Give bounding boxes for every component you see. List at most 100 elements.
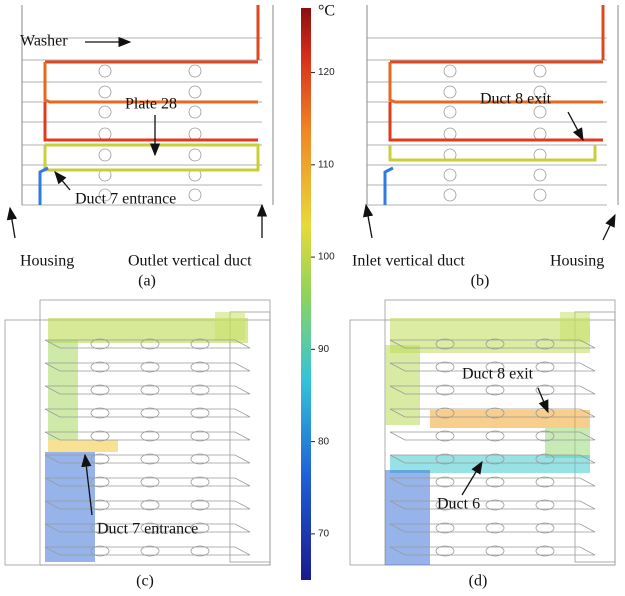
colorbar-tick-label: 70 [318, 529, 330, 540]
flow-volume [430, 410, 590, 428]
hole [535, 545, 555, 557]
flow-volume [215, 312, 245, 340]
hole [188, 85, 202, 99]
hole [535, 522, 555, 534]
plate [44, 339, 251, 349]
hole [443, 127, 457, 141]
hole [190, 476, 210, 488]
hole [188, 105, 202, 119]
hole [485, 430, 505, 442]
hole [533, 85, 547, 99]
hole [188, 148, 202, 162]
hole [98, 64, 112, 78]
flow-volume [390, 455, 590, 473]
hole [190, 453, 210, 465]
hole [485, 522, 505, 534]
hole [188, 188, 202, 202]
panel-label: (d) [469, 573, 488, 590]
arrow [461, 460, 483, 496]
hole [90, 361, 110, 373]
arrow [54, 171, 71, 191]
flow [43, 62, 258, 104]
hole [533, 105, 547, 119]
flow-volume [45, 452, 95, 562]
hole [443, 64, 457, 78]
plate [44, 362, 251, 372]
hole [485, 545, 505, 557]
flow [388, 62, 603, 104]
hole [140, 361, 160, 373]
hole [533, 64, 547, 78]
flow-volume [385, 345, 420, 425]
colorbar-tick-label: 90 [318, 344, 330, 355]
flow-volume [390, 318, 590, 353]
hole [98, 148, 112, 162]
hole [190, 499, 210, 511]
plate [389, 477, 596, 487]
frame [229, 311, 271, 563]
flow [45, 5, 260, 64]
plate [44, 454, 251, 464]
colorbar-tick-label: 100 [318, 252, 335, 263]
arrow [81, 453, 93, 516]
colorbar-tick-label: 80 [318, 436, 330, 447]
hole [98, 127, 112, 141]
plate [44, 431, 251, 441]
hole [140, 476, 160, 488]
flow-volume [385, 470, 430, 565]
hole [98, 105, 112, 119]
annotation: Duct 7 entrance [75, 191, 176, 208]
arrow [362, 203, 374, 239]
plate [389, 454, 596, 464]
hole [485, 499, 505, 511]
flow [43, 143, 260, 172]
hole [190, 522, 210, 534]
annotation: Housing [20, 253, 74, 270]
hole [140, 453, 160, 465]
hole [485, 361, 505, 373]
hole [190, 338, 210, 350]
annotation: Housing [550, 253, 604, 270]
plate [44, 408, 251, 418]
hole [140, 522, 160, 534]
plate [44, 477, 251, 487]
hole [443, 85, 457, 99]
hole [533, 168, 547, 182]
flow [383, 166, 394, 205]
hole [535, 338, 555, 350]
hole [435, 361, 455, 373]
schematic [21, 5, 274, 206]
hole [485, 453, 505, 465]
hole [435, 430, 455, 442]
flow-volume [560, 312, 590, 342]
hole [443, 168, 457, 182]
hole [190, 407, 210, 419]
hole [435, 407, 455, 419]
hole [140, 338, 160, 350]
hole [90, 430, 110, 442]
hole [533, 188, 547, 202]
hole [98, 188, 112, 202]
hole [190, 361, 210, 373]
hole [188, 127, 202, 141]
hole [140, 384, 160, 396]
hole [140, 545, 160, 557]
flow [388, 102, 603, 142]
hole [535, 499, 555, 511]
plate [389, 362, 596, 372]
panel-label: (b) [471, 273, 490, 290]
hole [485, 338, 505, 350]
arrow [537, 387, 549, 414]
hole [90, 338, 110, 350]
hole [535, 384, 555, 396]
annotation: Washer [20, 33, 68, 50]
plate [389, 339, 596, 349]
hole [535, 361, 555, 373]
hole [90, 384, 110, 396]
annotation: Duct 8 exit [480, 91, 552, 108]
hole [188, 64, 202, 78]
flow [38, 166, 49, 205]
hole [443, 105, 457, 119]
plate [389, 546, 596, 556]
